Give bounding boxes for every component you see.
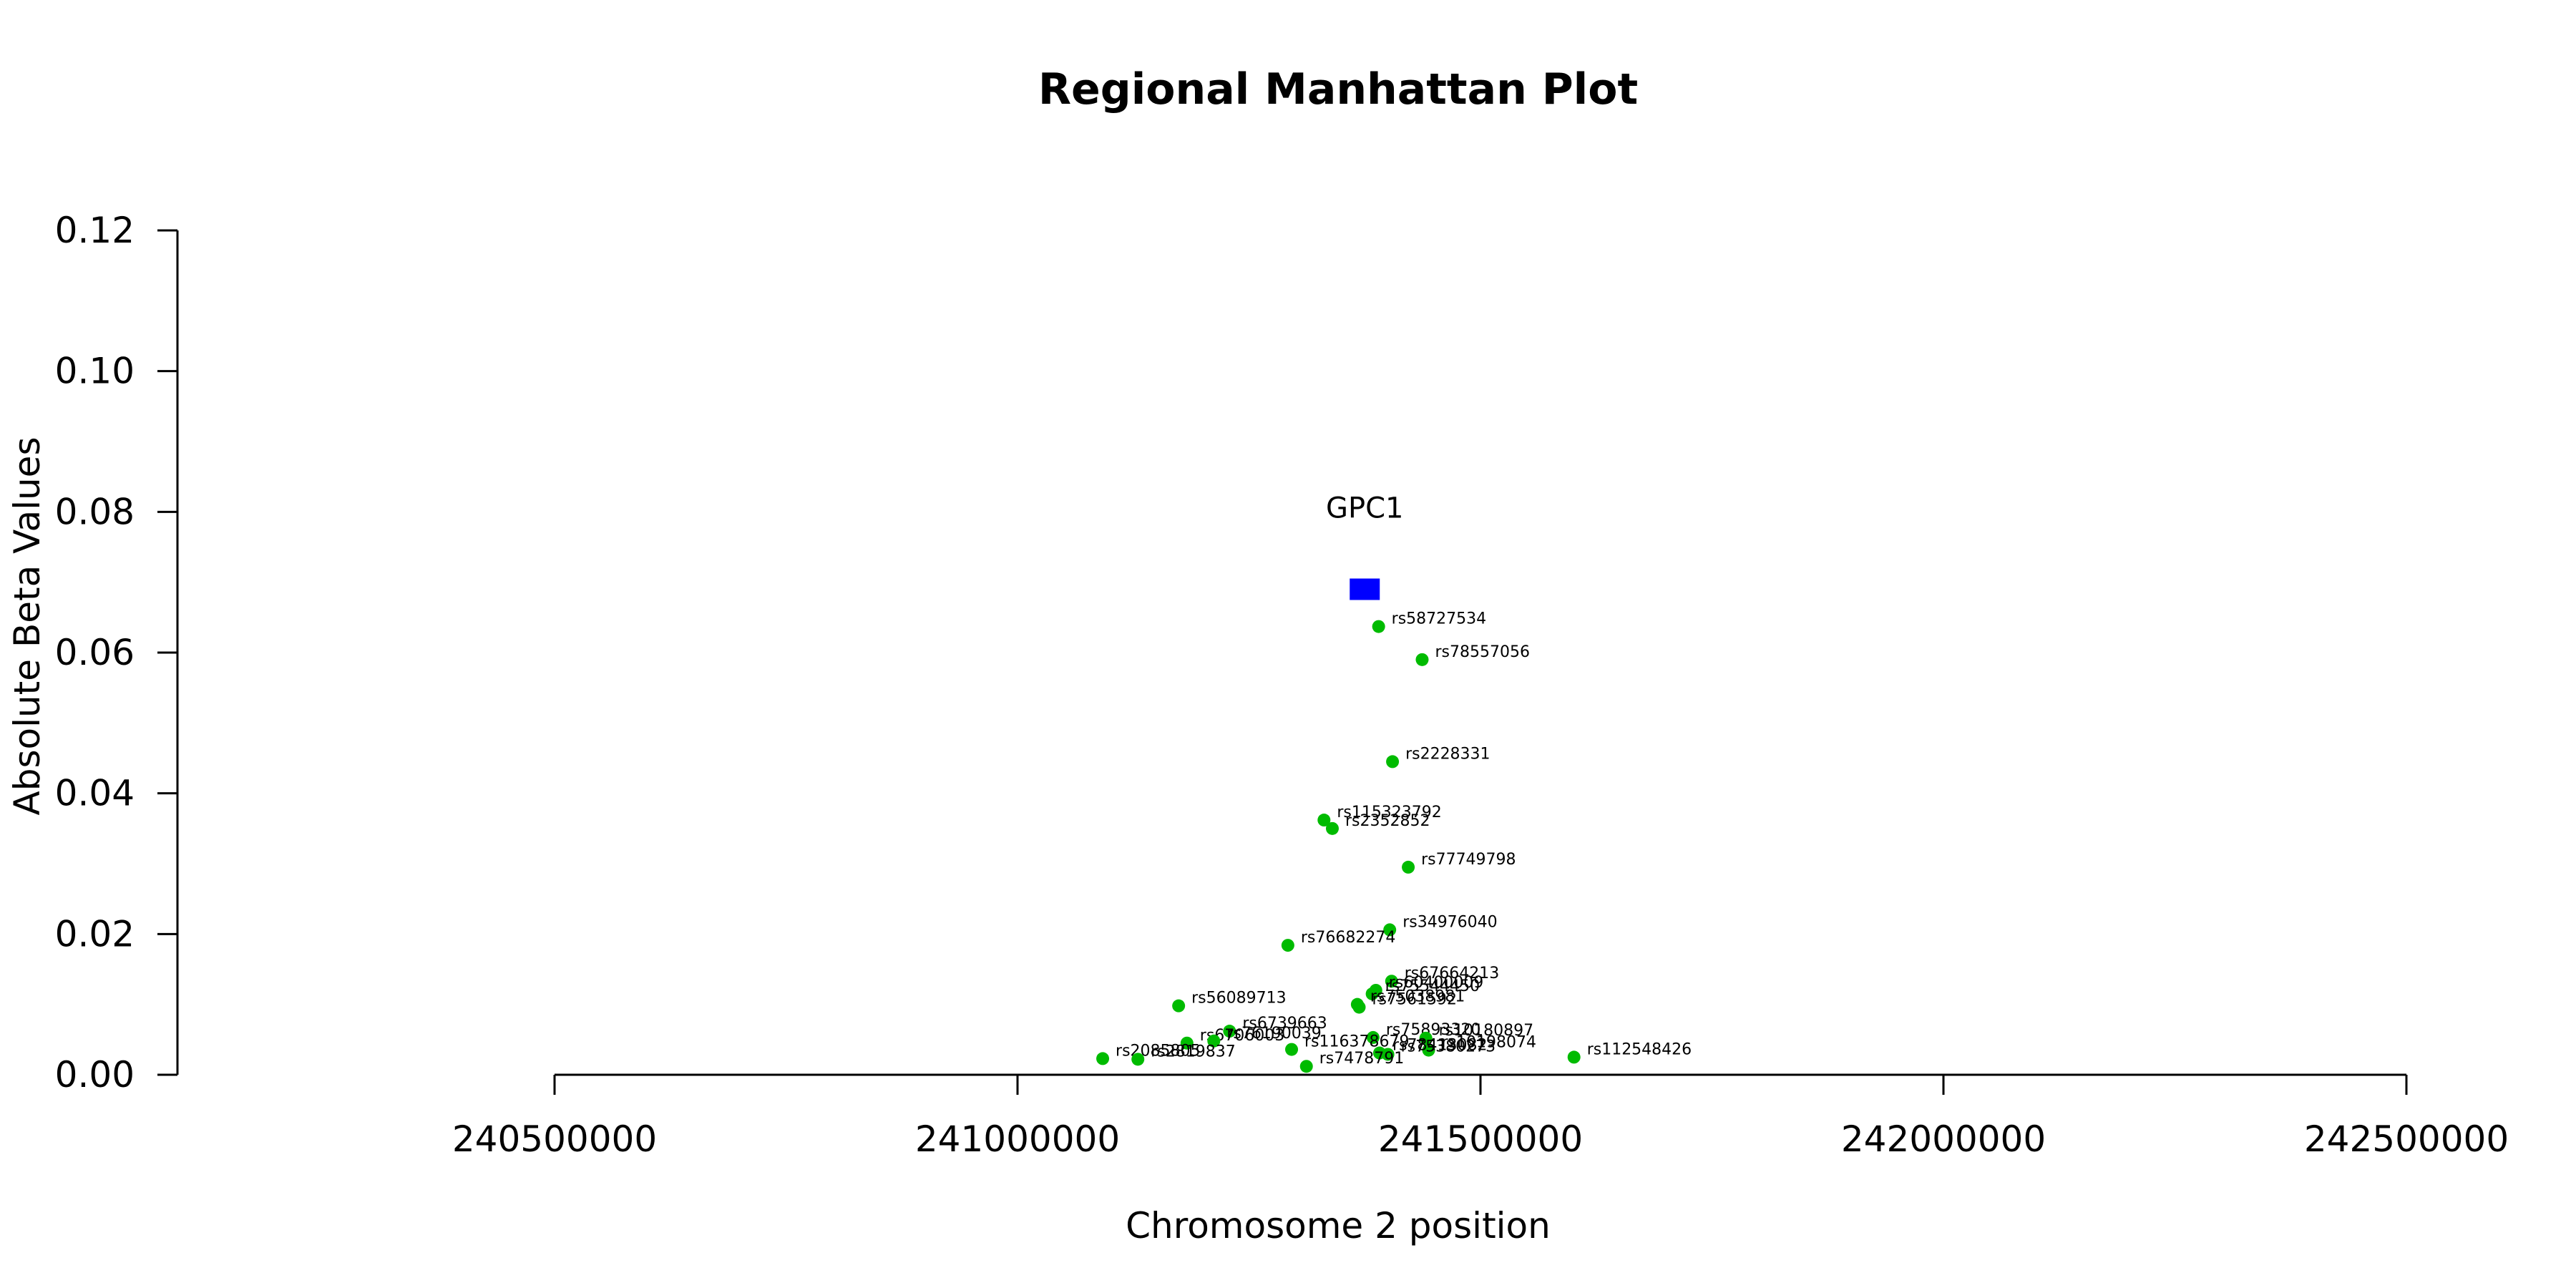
x-tick-label: 241500000 [1378, 1118, 1583, 1160]
y-tick-label: 0.04 [55, 773, 135, 814]
data-point-label: rs10180897 [1439, 1022, 1533, 1040]
data-point [1385, 975, 1398, 988]
gene-marker-group: GPC1 [1326, 492, 1404, 600]
gene-marker [1350, 578, 1380, 600]
data-point-label: rs2352852 [1345, 812, 1430, 830]
gene-label: GPC1 [1326, 492, 1404, 525]
data-point-label: rs112548426 [1587, 1040, 1692, 1058]
data-point-label: rs78557056 [1435, 643, 1529, 661]
data-point [1180, 1036, 1194, 1050]
x-tick-label: 242000000 [1841, 1118, 2046, 1160]
data-point-label: rs10198074 [1442, 1034, 1536, 1052]
data-point-label: rs7561592 [1372, 991, 1457, 1009]
data-point [1422, 1043, 1435, 1057]
data-point-label: rs78413082 [1392, 1037, 1487, 1055]
data-point [1281, 939, 1294, 952]
data-point [1383, 923, 1397, 937]
x-axis: 240500000 241000000 241500000 242000000 2425… [452, 1073, 2509, 1160]
data-point-label: rs6739663 [1242, 1015, 1327, 1033]
data-point-label: rs75544450 [1385, 977, 1480, 995]
data-point [1567, 1050, 1581, 1064]
data-point-label: rs7478791 [1319, 1050, 1405, 1068]
data-point-label: rs56089713 [1191, 990, 1286, 1008]
data-point-label: rs60400009 [1389, 974, 1483, 992]
data-point-label: rs75038981 [1370, 988, 1465, 1006]
data-point-label: rs67664213 [1405, 965, 1499, 982]
data-point-label: rs2819837 [1151, 1043, 1236, 1060]
data-point [1317, 814, 1331, 827]
data-point [1325, 821, 1339, 835]
x-tick-label: 241000000 [915, 1118, 1120, 1160]
data-point-label: rs116378679 [1304, 1033, 1409, 1051]
y-tick-label: 0.06 [55, 632, 135, 673]
data-point [1207, 1034, 1221, 1048]
data-point [1352, 1000, 1366, 1014]
data-point-label: rs75380273 [1401, 1038, 1496, 1055]
data-point [1131, 1053, 1145, 1066]
data-point-label: rs76190039 [1226, 1025, 1321, 1043]
data-point [1096, 1052, 1110, 1065]
data-point-label: rs75893320 [1386, 1021, 1480, 1039]
data-point [1372, 620, 1385, 633]
data-point [1415, 653, 1429, 666]
data-point-label: rs76682274 [1301, 929, 1395, 947]
data-point [1402, 860, 1415, 874]
data-point-label: rs58727534 [1392, 610, 1486, 628]
x-tick-label: 240500000 [452, 1118, 657, 1160]
y-tick-label: 0.08 [55, 491, 135, 532]
data-point [1419, 1031, 1433, 1045]
data-point [1365, 987, 1379, 1000]
data-point [1386, 755, 1400, 769]
y-tick-label: 0.02 [55, 913, 135, 955]
data-point [1172, 999, 1186, 1013]
data-point-label: rs115323792 [1337, 804, 1441, 821]
data-points: rs58727534 rs78557056 rs2228331 rs115323792… [1096, 610, 1692, 1073]
data-point-label: rs2228331 [1405, 745, 1490, 763]
y-tick-label: 0.10 [55, 351, 135, 392]
data-point [1366, 1030, 1380, 1044]
data-point [1223, 1025, 1236, 1038]
data-point-label: rs77749798 [1421, 851, 1516, 869]
y-axis-label: Absolute Beta Values [6, 437, 48, 816]
x-axis-label: Chromosome 2 position [1126, 1205, 1551, 1246]
data-point [1285, 1043, 1299, 1056]
data-point-label: rs34976040 [1402, 913, 1497, 931]
chart-title: Regional Manhattan Plot [1038, 64, 1638, 114]
x-tick-label: 242500000 [2304, 1118, 2509, 1160]
y-tick-label: 0.00 [55, 1054, 135, 1096]
y-tick-label: 0.12 [55, 210, 135, 251]
data-point-label: rs2085805 [1116, 1042, 1201, 1060]
y-axis: 0.00 0.02 0.04 0.06 0.08 0.10 0.12 [55, 210, 179, 1096]
data-point [1381, 1048, 1395, 1061]
data-point [1299, 1060, 1313, 1073]
